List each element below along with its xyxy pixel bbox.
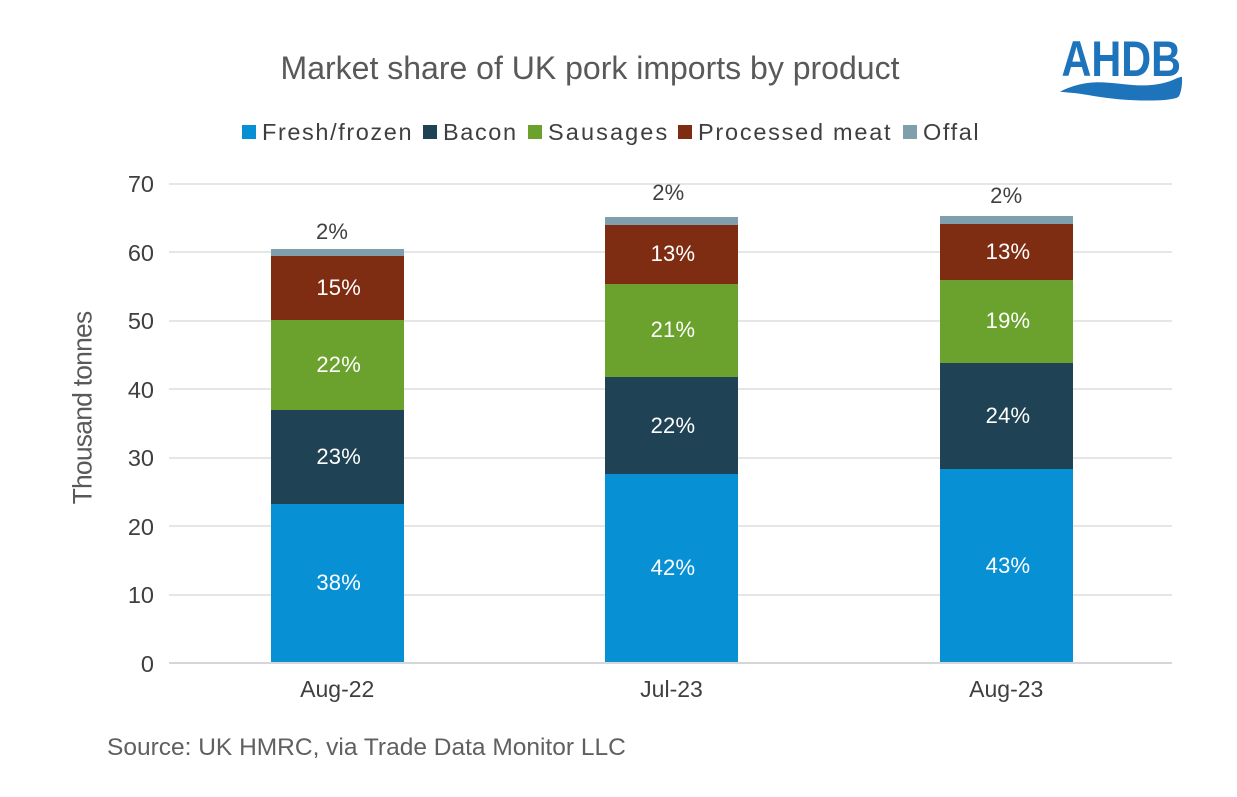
svg-text:AHDB: AHDB [1062,31,1182,87]
